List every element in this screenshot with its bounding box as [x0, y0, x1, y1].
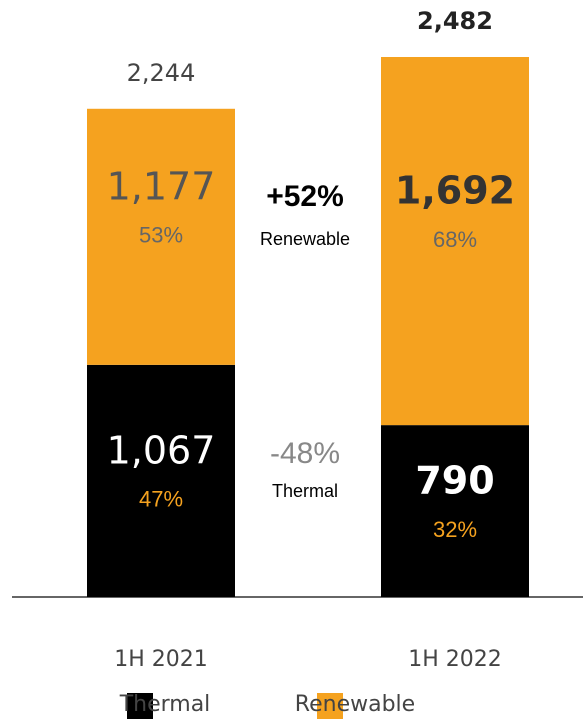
bar-segment	[87, 108, 235, 365]
bar-segment	[381, 57, 529, 426]
total-label: 2,482	[417, 7, 493, 35]
share-label: 68%	[433, 227, 477, 252]
annotation-change: +52%	[266, 180, 344, 213]
share-label: 32%	[433, 517, 477, 542]
legend-label: Renewable	[295, 692, 415, 717]
value-label: 1,067	[107, 428, 216, 472]
value-label: 790	[415, 459, 494, 503]
total-label: 2,244	[127, 59, 196, 87]
annotation-change: -48%	[270, 437, 340, 470]
annotation-label: Thermal	[272, 481, 338, 501]
x-tick-label: 1H 2022	[408, 647, 502, 672]
legend-swatch	[317, 693, 343, 719]
share-label: 47%	[139, 487, 183, 512]
legend-swatch	[127, 693, 153, 719]
x-tick-label: 1H 2021	[114, 647, 208, 672]
bar-segment	[87, 364, 235, 597]
value-label: 1,177	[107, 164, 216, 208]
legend-label: Thermal	[119, 692, 211, 717]
annotation-label: Renewable	[260, 229, 350, 249]
value-label: 1,692	[395, 169, 515, 213]
share-label: 53%	[139, 223, 183, 248]
bar-segment	[381, 425, 529, 597]
